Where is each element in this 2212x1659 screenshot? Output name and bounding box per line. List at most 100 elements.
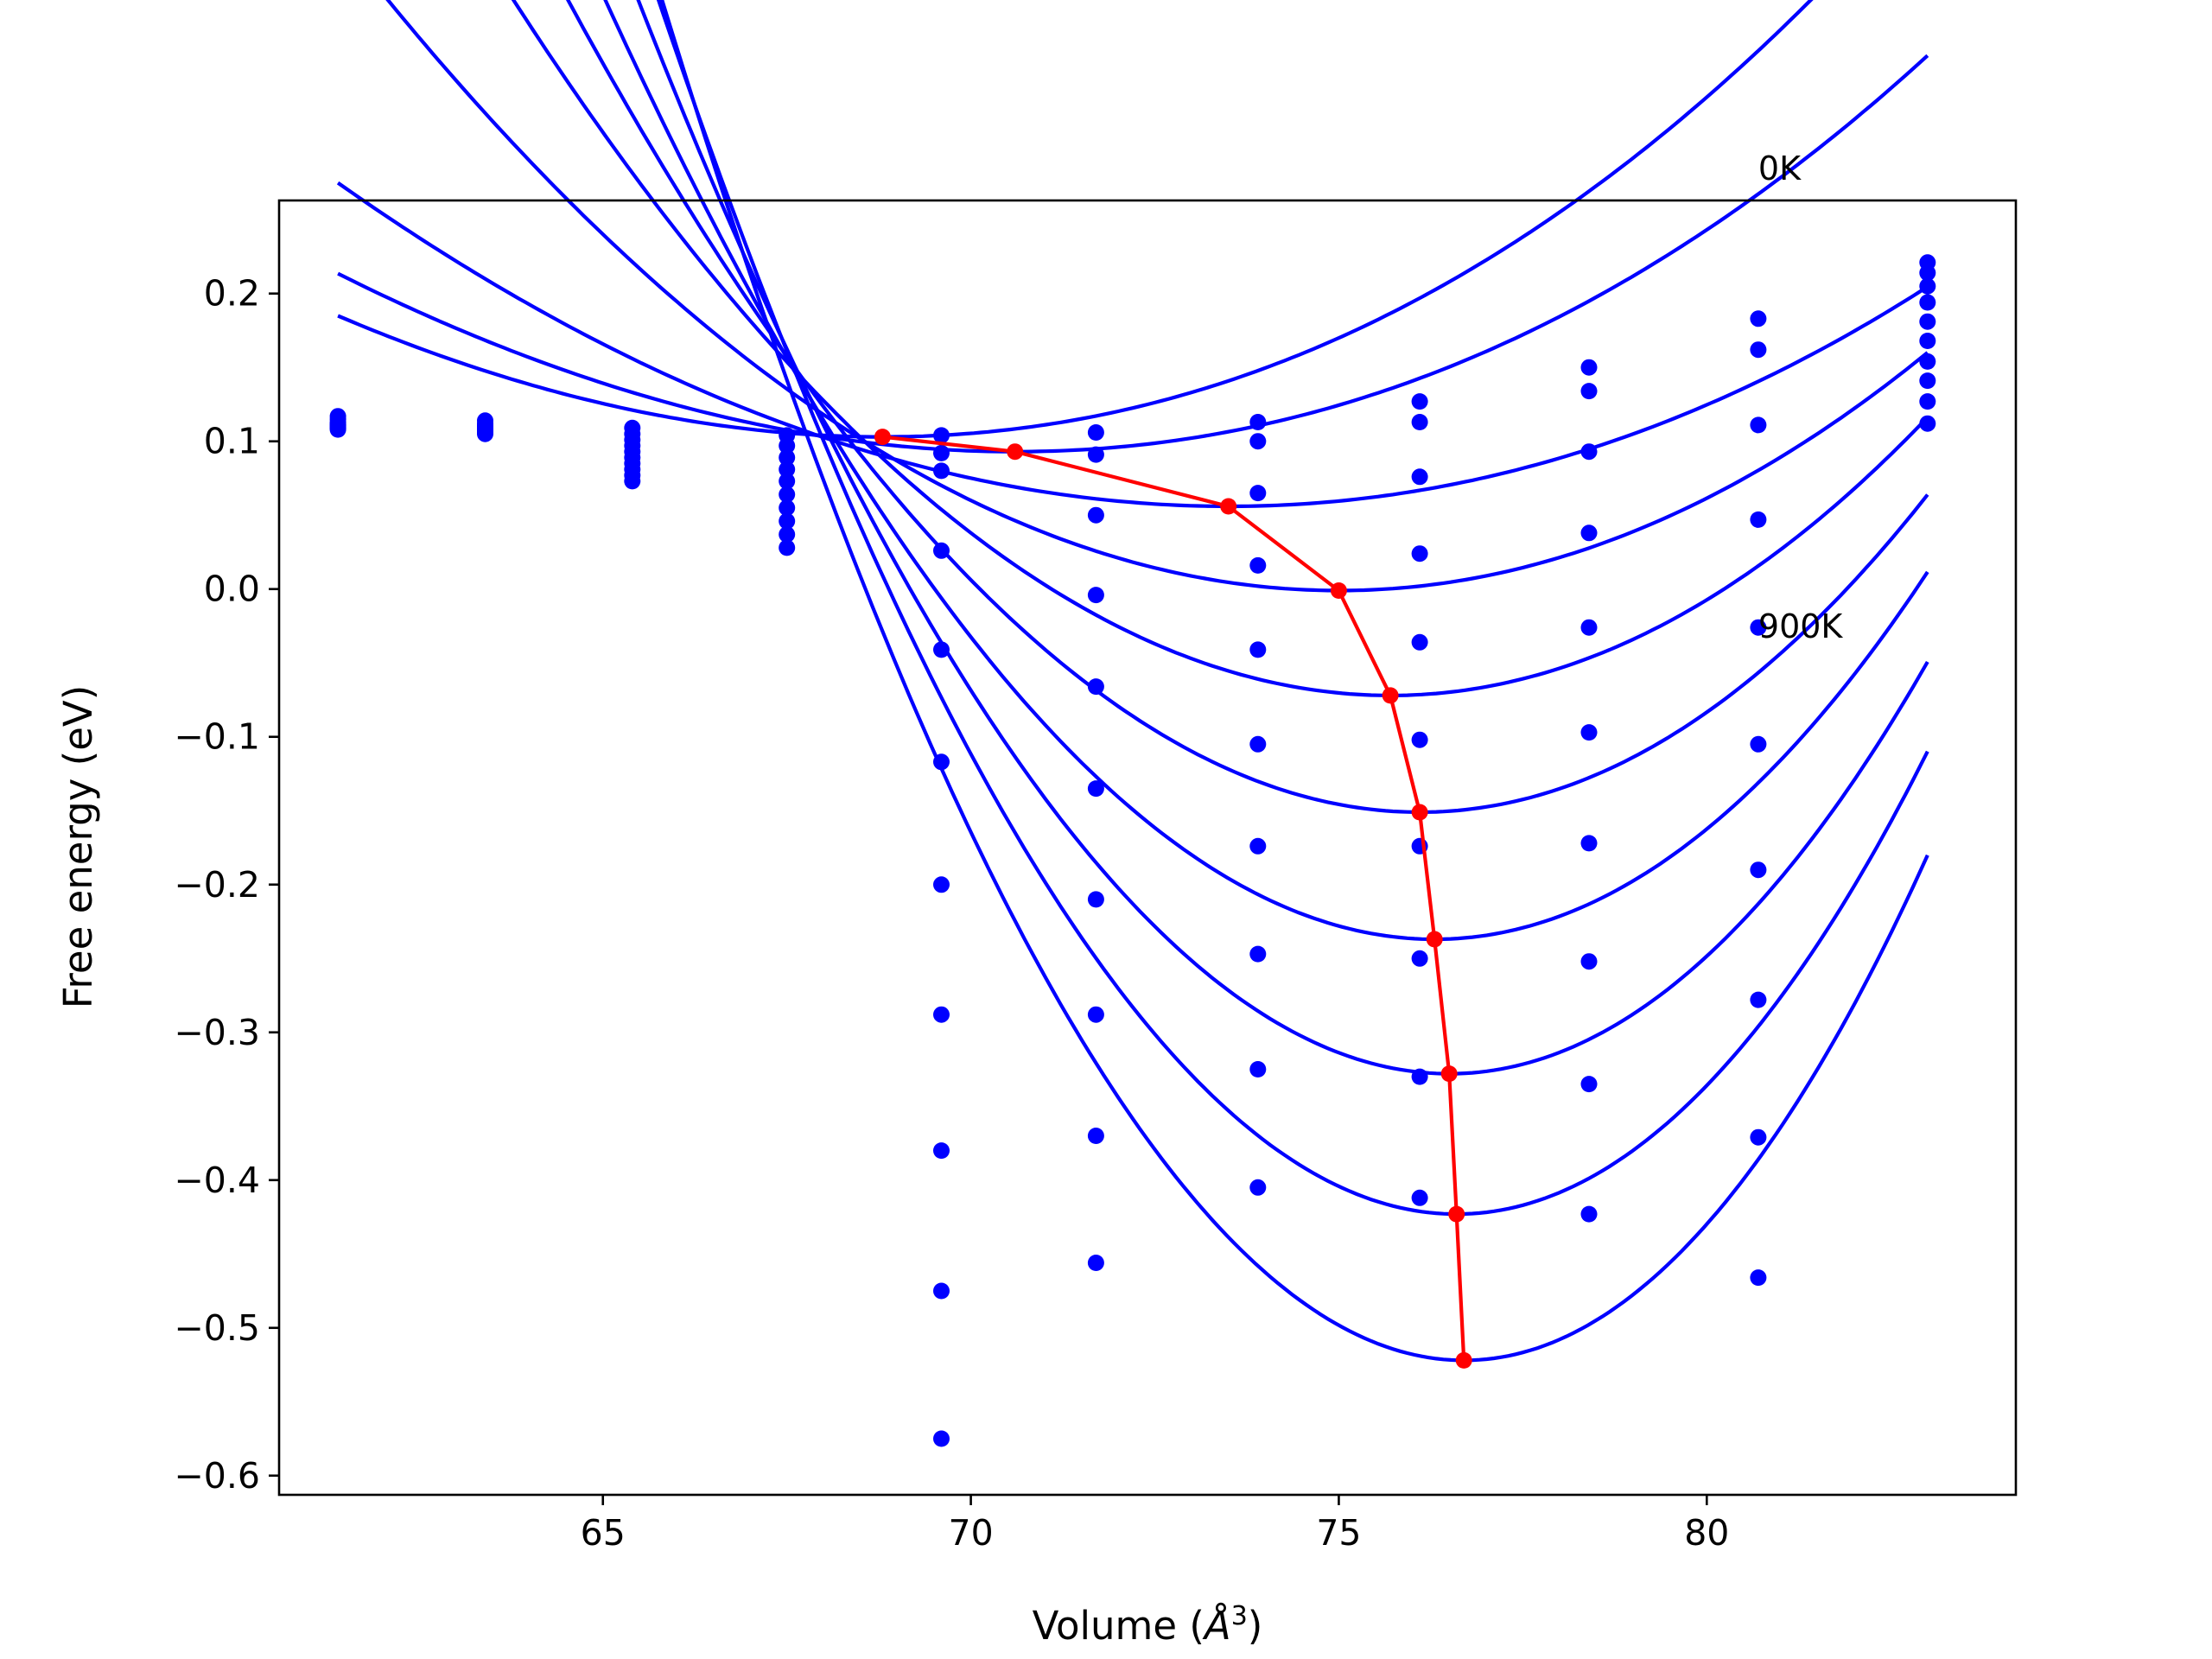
minima-point xyxy=(1382,687,1399,704)
data-point-0K xyxy=(1580,359,1598,376)
data-point-600K xyxy=(1580,835,1598,852)
data-point-700K xyxy=(1580,953,1598,970)
minima-path xyxy=(874,429,1472,1369)
minima-point xyxy=(1330,582,1347,599)
fit-curve-700K xyxy=(636,0,1929,1076)
minima-point xyxy=(1411,804,1428,821)
fit-curve-600K xyxy=(603,0,1929,942)
data-point-800K xyxy=(1087,1128,1104,1144)
data-point-600K xyxy=(1750,861,1767,879)
data-point-700K xyxy=(1249,945,1267,963)
data-point-100K xyxy=(1580,383,1598,400)
temperature-annotations: 0K 900K xyxy=(1758,149,1844,645)
data-point-0K xyxy=(1249,414,1267,430)
data-point-900K xyxy=(329,421,346,438)
data-point-900K xyxy=(1411,1189,1428,1206)
data-point-900K xyxy=(1919,415,1936,432)
data-point-200K xyxy=(779,449,796,466)
data-point-900K xyxy=(1087,1255,1104,1271)
y-tick-label: −0.1 xyxy=(174,716,260,758)
data-point-300K xyxy=(1919,294,1936,311)
data-point-0K xyxy=(1750,310,1767,327)
x-tick-label: 75 xyxy=(1316,1512,1361,1554)
minima-point xyxy=(1455,1351,1472,1369)
data-point-400K xyxy=(1750,619,1767,636)
x-tick-label: 65 xyxy=(581,1512,626,1554)
fit-curve-300K xyxy=(385,0,1929,593)
minima-point xyxy=(1007,443,1024,461)
data-point-300K xyxy=(779,461,796,478)
data-point-100K xyxy=(933,444,950,461)
data-point-700K xyxy=(1411,950,1428,967)
data-point-200K xyxy=(1249,485,1267,502)
minima-point xyxy=(1448,1205,1465,1223)
data-point-600K xyxy=(779,499,796,517)
data-point-400K xyxy=(933,641,950,658)
x-tick-label: 70 xyxy=(949,1512,994,1554)
data-point-100K xyxy=(1750,341,1767,359)
data-point-700K xyxy=(779,512,796,530)
data-point-700K xyxy=(1087,1006,1104,1023)
data-point-100K xyxy=(779,437,796,454)
data-point-300K xyxy=(1087,587,1104,604)
data-point-400K xyxy=(779,473,796,490)
fit-curve-200K xyxy=(336,181,1929,509)
data-point-200K xyxy=(1919,277,1936,295)
data-point-100K xyxy=(1087,446,1104,463)
data-point-900K xyxy=(933,1282,950,1300)
data-point-900K xyxy=(477,425,493,442)
data-point-700K xyxy=(933,1006,950,1023)
fit-curve-500K xyxy=(565,0,1929,815)
minima-point xyxy=(1220,498,1237,515)
minima-point xyxy=(874,429,891,446)
data-point-0K xyxy=(1411,393,1428,410)
data-point-900K xyxy=(779,539,796,556)
y-tick-label: 0.0 xyxy=(204,569,260,610)
y-tick-label: −0.3 xyxy=(174,1012,260,1053)
annotation-label: 900K xyxy=(1758,607,1844,645)
data-point-100K xyxy=(1411,414,1428,430)
fit-curves xyxy=(336,0,1929,1363)
data-point-400K xyxy=(1087,678,1104,696)
data-point-100K xyxy=(1919,264,1936,282)
y-tick-label: −0.5 xyxy=(174,1307,260,1349)
data-point-600K xyxy=(1249,837,1267,855)
data-point-300K xyxy=(1750,511,1767,528)
data-point-300K xyxy=(1580,524,1598,542)
data-point-300K xyxy=(1249,556,1267,574)
y-axis-title: Free energy (eV) xyxy=(55,685,101,1008)
plot-frame xyxy=(277,199,2018,1497)
annotation-label: 0K xyxy=(1758,149,1802,188)
data-point-600K xyxy=(1919,353,1936,370)
y-tick-label: −0.6 xyxy=(174,1455,260,1497)
data-point-800K xyxy=(1249,1061,1267,1077)
minima-point xyxy=(1426,931,1443,948)
data-point-800K xyxy=(1750,1128,1767,1146)
data-point-900K xyxy=(624,473,641,490)
y-axis-ticks: 0.2 0.1 0.0 −0.1 −0.2 −0.3 −0.4 −0.5 −0.6 xyxy=(174,273,279,1497)
fit-curve-100K xyxy=(337,54,1929,454)
data-point-200K xyxy=(1411,468,1428,486)
data-point-900K xyxy=(1750,1269,1767,1287)
data-points xyxy=(329,254,1936,1447)
x-axis-title: Volume (Å3) xyxy=(1033,1601,1263,1649)
data-point-100K xyxy=(1249,433,1267,450)
data-point-200K xyxy=(1580,443,1598,461)
y-tick-label: 0.2 xyxy=(204,273,260,315)
data-point-extra xyxy=(933,1430,950,1447)
data-point-200K xyxy=(933,462,950,480)
data-point-800K xyxy=(1411,1068,1428,1085)
data-point-500K xyxy=(1580,724,1598,741)
y-tick-label: −0.2 xyxy=(174,864,260,906)
minima-line xyxy=(882,435,1466,1361)
data-point-500K xyxy=(1249,735,1267,753)
data-point-600K xyxy=(933,876,950,893)
fit-curve-900K xyxy=(660,0,1929,1363)
data-point-900K xyxy=(1249,1179,1267,1196)
y-tick-label: −0.4 xyxy=(174,1160,260,1201)
data-point-0K xyxy=(1087,424,1104,441)
data-point-500K xyxy=(1919,333,1936,349)
data-point-800K xyxy=(779,526,796,543)
